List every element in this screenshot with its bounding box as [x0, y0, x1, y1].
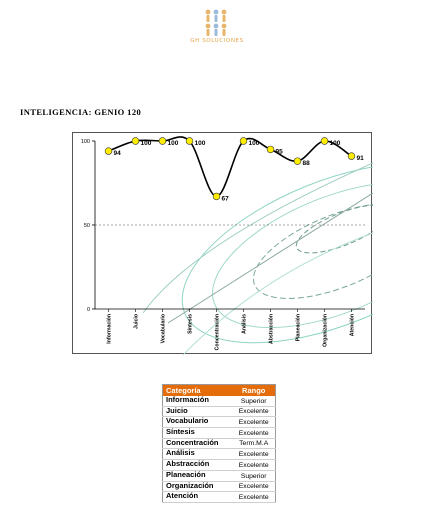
table-cell-category: Planeación — [162, 470, 233, 482]
data-point-marker — [131, 137, 140, 145]
table-cell-category: Abstracción — [162, 459, 233, 471]
x-tick-label: Organización — [323, 314, 329, 347]
data-label: 100 — [330, 140, 341, 147]
x-tick-label: Información — [107, 314, 113, 344]
chart-frame: 0 50 100 Información Juicio Vocabulario Síntes… — [72, 132, 373, 355]
table-cell-range: Excelente — [232, 406, 276, 418]
data-label: 100 — [141, 140, 152, 147]
table-row: Síntesis Excelente — [162, 427, 276, 439]
table-cell-category: Síntesis — [162, 427, 233, 439]
y-tick-label: 50 — [84, 223, 90, 229]
chart-watermark — [142, 162, 373, 355]
logo-text: GH SOLUCIONES — [190, 38, 244, 44]
table-cell-category: Juicio — [162, 406, 233, 418]
data-point-marker — [185, 137, 194, 145]
data-label: 100 — [249, 140, 260, 147]
table-row: Información Superior — [162, 395, 276, 407]
column-header-range: Rango — [232, 384, 276, 396]
column-header-category: Categoría — [162, 384, 233, 396]
table-cell-category: Información — [162, 395, 233, 407]
data-label: 95 — [276, 148, 284, 155]
x-tick-label: Concentración — [215, 314, 221, 350]
table-row: Concentración Term.M.A — [162, 438, 276, 450]
x-tick-label: Vocabulario — [161, 314, 167, 343]
table-cell-range: Excelente — [232, 448, 276, 461]
table-cell-range: Excelente — [232, 481, 276, 493]
chart-axes: 0 50 100 Información Juicio Vocabulario Síntes… — [81, 139, 365, 350]
x-tick-label: Análisis — [242, 314, 248, 334]
data-point-marker — [212, 192, 221, 201]
data-label: 88 — [303, 160, 311, 167]
x-tick-label: Atención — [350, 314, 356, 336]
table-row: Organización Excelente — [162, 481, 276, 493]
x-tick-label: Juicio — [134, 314, 140, 329]
table-row: Planeación Superior — [162, 470, 276, 482]
series-line — [108, 136, 352, 198]
table-cell-range: Superior — [232, 470, 276, 482]
results-table: Categoría Rango Información Superior Juici… — [162, 384, 276, 503]
page-title: INTELIGENCIA: GENIO 120 — [20, 107, 142, 117]
x-tick-label: Abstracción — [269, 314, 275, 344]
data-label: 100 — [168, 140, 179, 147]
y-tick-label: 100 — [81, 139, 90, 145]
company-logo: GH SOLUCIONES — [186, 6, 248, 50]
data-point-marker — [320, 137, 329, 145]
data-point-marker — [104, 147, 113, 155]
data-point-marker — [293, 157, 302, 165]
table-cell-range: Term.M.A — [232, 438, 276, 450]
table-cell-range: Excelente — [232, 427, 276, 439]
table-row: Análisis Excelente — [162, 448, 276, 461]
table-cell-range: Excelente — [232, 416, 276, 429]
data-label: 67 — [222, 195, 230, 202]
table-cell-range: Excelente — [232, 459, 276, 471]
x-tick-label: Síntesis — [188, 314, 194, 334]
data-point-marker — [239, 137, 248, 145]
x-tick-label: Planeación — [296, 314, 302, 341]
data-point-marker — [266, 145, 275, 154]
table-cell-category: Análisis — [162, 448, 233, 461]
chart-series: 94 100 100 100 67 100 95 88 100 91 — [104, 136, 365, 202]
data-label: 94 — [114, 150, 122, 157]
table-row: Abstracción Excelente — [162, 459, 276, 471]
table-cell-category: Organización — [162, 481, 233, 493]
table-row: Atención Excelente — [162, 491, 276, 503]
data-point-marker — [347, 152, 356, 160]
y-tick-label: 0 — [87, 307, 90, 313]
table-row: Juicio Excelente — [162, 406, 276, 418]
table-cell-range: Superior — [232, 396, 276, 407]
table-cell-category: Concentración — [162, 438, 233, 450]
logo-figures-icon — [205, 9, 227, 36]
data-point-marker — [158, 137, 167, 145]
table-cell-category: Vocabulario — [162, 416, 233, 429]
table-row: Vocabulario Excelente — [162, 416, 276, 429]
table-cell-category: Atención — [162, 491, 233, 503]
line-chart: 0 50 100 Información Juicio Vocabulario Síntes… — [81, 136, 373, 355]
table-header-row: Categoría Rango — [162, 384, 276, 396]
data-label: 100 — [195, 140, 206, 147]
data-label: 91 — [357, 155, 365, 162]
table-cell-range: Excelente — [232, 491, 276, 503]
